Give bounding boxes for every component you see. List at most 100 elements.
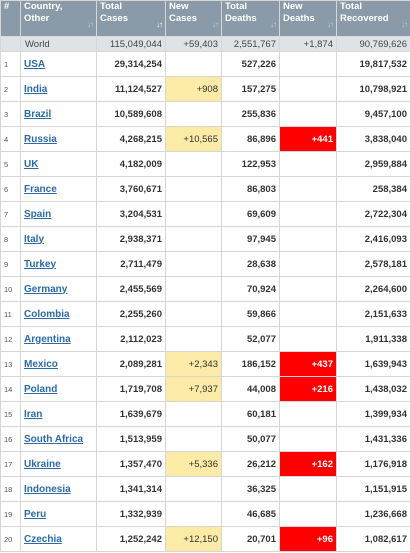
table-row: 11 Colombia 2,255,260 59,866 2,151,633: [0, 301, 410, 327]
country-link[interactable]: Spain: [24, 208, 52, 220]
new-deaths-cell: [279, 201, 337, 227]
country-cell: Czechia: [20, 526, 97, 552]
table-row: 19 Peru 1,332,939 46,685 1,236,668: [0, 501, 410, 527]
total-deaths-cell: 122,953: [221, 151, 280, 177]
new-deaths-cell: [279, 476, 337, 502]
table-row: 10 Germany 2,455,569 70,924 2,264,600: [0, 276, 410, 302]
total-cases-cell: 1,357,470: [96, 451, 166, 477]
country-link[interactable]: Mexico: [24, 358, 58, 370]
header-country-label: Country, Other: [24, 1, 63, 25]
total-deaths-cell: 26,212: [221, 451, 280, 477]
table-row: 1 USA 29,314,254 527,226 19,817,532: [0, 51, 410, 77]
header-new-cases[interactable]: New Cases ↓↑: [165, 0, 222, 37]
new-deaths-cell: +437: [279, 351, 337, 377]
rank-cell: 9: [0, 251, 21, 277]
new-cases-cell: [165, 276, 222, 302]
country-link[interactable]: Russia: [24, 133, 57, 145]
country-cell: Iran: [20, 401, 97, 427]
country-link[interactable]: Argentina: [24, 333, 71, 345]
country-cell: Argentina: [20, 326, 97, 352]
country-link[interactable]: Colombia: [24, 308, 70, 320]
rank-cell: 3: [0, 101, 21, 127]
table-row: 14 Poland 1,719,708 +7,937 44,008 +216 1,438,0…: [0, 376, 410, 402]
country-link[interactable]: Germany: [24, 283, 68, 295]
country-link[interactable]: Ukraine: [24, 458, 61, 470]
new-deaths-cell: [279, 101, 337, 127]
new-cases-cell: [165, 176, 222, 202]
total-recovered-cell: 1,176,918: [336, 451, 410, 477]
new-deaths-cell: [279, 51, 337, 77]
country-cell: UK: [20, 151, 97, 177]
country-cell: Turkey: [20, 251, 97, 277]
new-deaths-cell: +216: [279, 376, 337, 402]
rank-cell: 18: [0, 476, 21, 502]
new-deaths-cell: [279, 251, 337, 277]
new-cases-cell: +5,336: [165, 451, 222, 477]
new-cases-cell: [165, 401, 222, 427]
country-cell: Mexico: [20, 351, 97, 377]
header-total-deaths[interactable]: Total Deaths ↓↑: [221, 0, 280, 37]
country-link[interactable]: Italy: [24, 233, 45, 245]
country-link[interactable]: India: [24, 83, 48, 95]
total-recovered-cell: 2,151,633: [336, 301, 410, 327]
header-country[interactable]: Country, Other ↓↑: [20, 0, 97, 37]
country-cell: Spain: [20, 201, 97, 227]
new-deaths-cell: +441: [279, 126, 337, 152]
country-link[interactable]: Turkey: [24, 258, 57, 270]
total-deaths-cell: 59,866: [221, 301, 280, 327]
total-deaths-cell: 86,896: [221, 126, 280, 152]
header-new-deaths[interactable]: New Deaths ↓↑: [279, 0, 337, 37]
new-deaths-cell: [279, 76, 337, 102]
country-cell: Ukraine: [20, 451, 97, 477]
country-link[interactable]: UK: [24, 158, 39, 170]
table-row: 4 Russia 4,268,215 +10,565 86,896 +441 3,838,0…: [0, 126, 410, 152]
total-cases-cell: 10,589,608: [96, 101, 166, 127]
country-cell: France: [20, 176, 97, 202]
total-recovered-cell: 19,817,532: [336, 51, 410, 77]
rank-cell: 16: [0, 426, 21, 452]
country-cell: Colombia: [20, 301, 97, 327]
table-body: World 115,049,044 +59,403 2,551,767 +1,8…: [0, 36, 410, 552]
country-link[interactable]: Peru: [24, 508, 47, 520]
total-deaths-cell: 60,181: [221, 401, 280, 427]
new-cases-cell: [165, 326, 222, 352]
new-deaths-cell: [279, 176, 337, 202]
new-deaths-cell: [279, 501, 337, 527]
header-total-recovered[interactable]: Total Recovered ↓↑: [336, 0, 410, 37]
country-link[interactable]: USA: [24, 58, 46, 70]
header-new-cases-label: New Cases: [169, 1, 197, 25]
total-deaths-cell: 28,638: [221, 251, 280, 277]
new-cases-cell: [165, 301, 222, 327]
total-recovered-cell: 2,578,181: [336, 251, 410, 277]
country-link[interactable]: Indonesia: [24, 483, 71, 495]
country-link[interactable]: Iran: [24, 408, 43, 420]
country-link[interactable]: South Africa: [24, 433, 84, 445]
header-total-cases-label: Total Cases: [100, 1, 128, 25]
new-cases-cell: [165, 201, 222, 227]
total-recovered-cell: 1,399,934: [336, 401, 410, 427]
header-total-cases[interactable]: Total Cases ↓↑: [96, 0, 166, 37]
country-link[interactable]: Brazil: [24, 108, 52, 120]
total-cases-cell: 2,112,023: [96, 326, 166, 352]
rank-cell: 4: [0, 126, 21, 152]
rank-cell: 2: [0, 76, 21, 102]
country-link[interactable]: France: [24, 183, 57, 195]
rank-cell: 5: [0, 151, 21, 177]
country-link[interactable]: Czechia: [24, 533, 62, 545]
country-cell: South Africa: [20, 426, 97, 452]
total-recovered-cell: 1,236,668: [336, 501, 410, 527]
total-cases-cell: 1,719,708: [96, 376, 166, 402]
header-rank-label: #: [4, 1, 10, 13]
total-recovered-cell: 2,416,093: [336, 226, 410, 252]
country-link[interactable]: Poland: [24, 383, 58, 395]
total-cases-cell: 1,332,939: [96, 501, 166, 527]
total-recovered-cell: 1,082,617: [336, 526, 410, 552]
total-recovered-cell: 1,151,915: [336, 476, 410, 502]
country-cell: India: [20, 76, 97, 102]
table-row: 16 South Africa 1,513,959 50,077 1,431,336: [0, 426, 410, 452]
total-cases-cell: 1,252,242: [96, 526, 166, 552]
country-cell: Indonesia: [20, 476, 97, 502]
rank-cell: 17: [0, 451, 21, 477]
header-rank[interactable]: #: [0, 0, 21, 37]
sort-arrows-icon: ↓↑: [212, 20, 219, 29]
